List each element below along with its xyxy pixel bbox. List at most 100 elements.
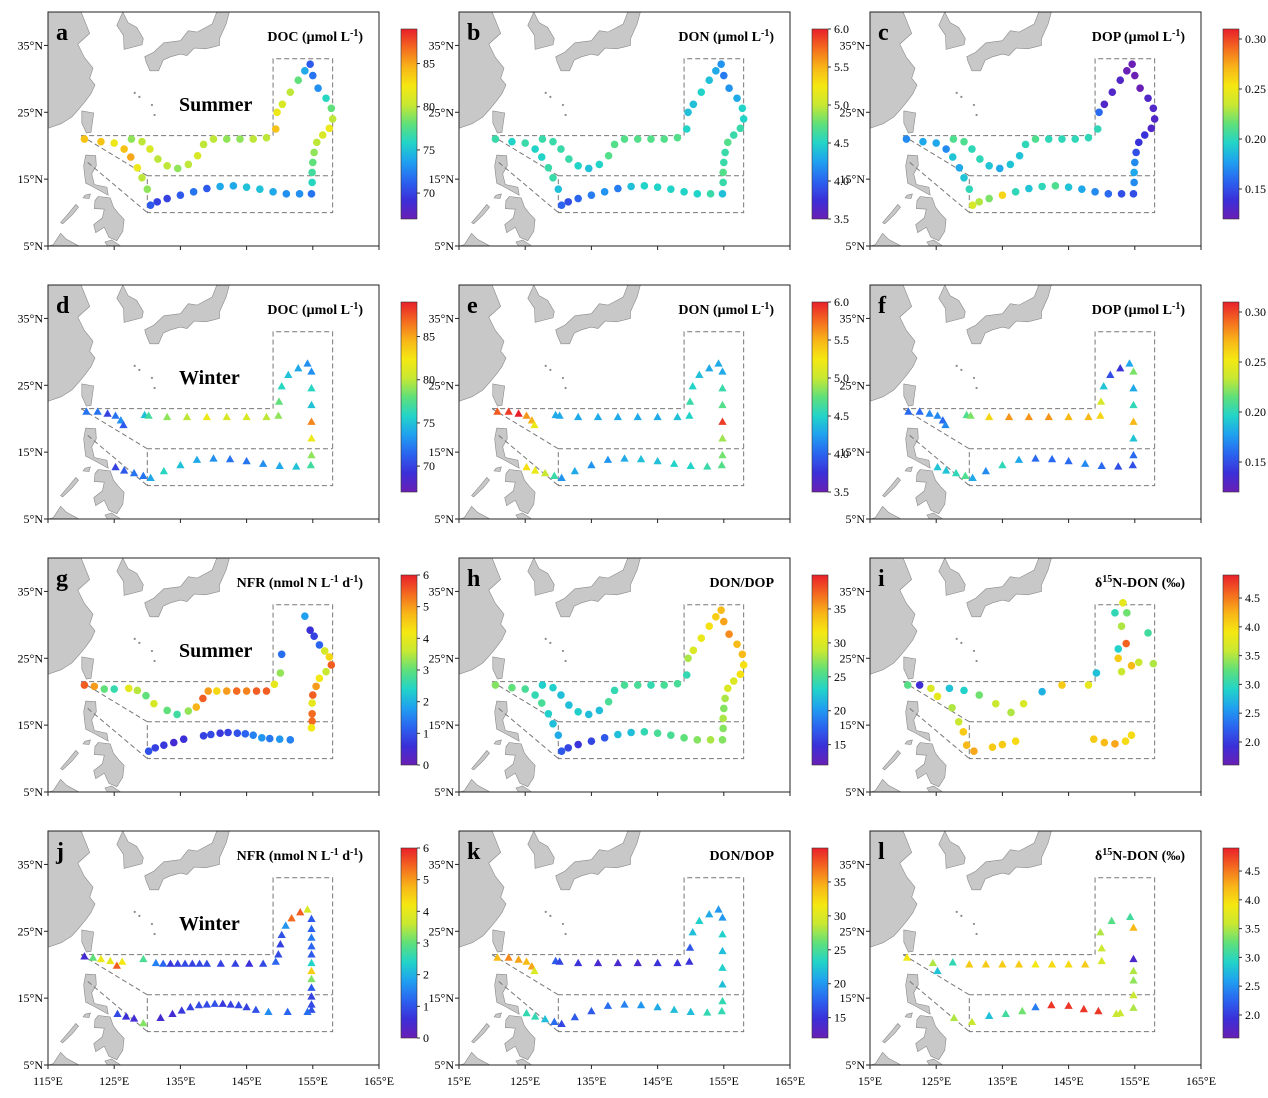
sample-marker bbox=[493, 407, 502, 415]
sample-marker bbox=[557, 1019, 566, 1027]
map-area bbox=[459, 558, 790, 792]
sample-marker bbox=[723, 684, 732, 693]
x-tick-label: 135°E bbox=[987, 1074, 1017, 1088]
sample-marker bbox=[1095, 108, 1103, 117]
sample-marker bbox=[179, 735, 188, 743]
sample-marker bbox=[166, 959, 175, 967]
sample-marker bbox=[199, 694, 207, 703]
y-tick-label: 15°N bbox=[840, 991, 866, 1005]
sample-marker bbox=[636, 1000, 646, 1009]
region-box bbox=[80, 408, 148, 450]
sample-marker bbox=[522, 411, 531, 419]
sample-marker bbox=[718, 434, 727, 442]
sample-marker bbox=[216, 182, 224, 191]
landmass bbox=[515, 239, 533, 246]
landmass bbox=[904, 1012, 913, 1018]
sample-marker bbox=[180, 959, 190, 967]
sample-marker bbox=[522, 462, 531, 471]
landmass bbox=[492, 383, 506, 407]
sample-marker bbox=[294, 363, 303, 372]
sample-marker bbox=[307, 914, 316, 923]
y-tick-label: 35°N bbox=[18, 38, 44, 52]
title-text: δ bbox=[1095, 849, 1102, 864]
y-tick-label: 35°N bbox=[429, 584, 455, 598]
sample-marker bbox=[705, 363, 714, 372]
sample-marker bbox=[283, 1007, 292, 1015]
sample-marker bbox=[938, 416, 947, 424]
panel-letter: d bbox=[56, 293, 70, 319]
sample-marker bbox=[97, 137, 105, 146]
sample-marker bbox=[695, 916, 704, 925]
island bbox=[955, 364, 958, 367]
sample-marker bbox=[236, 135, 244, 143]
sample-marker bbox=[173, 710, 181, 719]
sample-marker bbox=[1114, 645, 1123, 653]
sample-marker bbox=[146, 201, 155, 210]
sample-marker bbox=[647, 681, 655, 689]
sample-marker bbox=[303, 905, 312, 913]
title-superscript: -1 bbox=[1172, 28, 1180, 39]
island bbox=[150, 376, 154, 380]
sample-marker bbox=[988, 743, 997, 752]
variable-title: DON/DOP bbox=[709, 576, 774, 591]
landmass bbox=[870, 505, 902, 519]
panel-letter: h bbox=[467, 566, 480, 592]
colorbar bbox=[1222, 301, 1240, 493]
sample-marker bbox=[549, 683, 557, 692]
island bbox=[549, 368, 552, 372]
island bbox=[955, 637, 958, 640]
season-label: Winter bbox=[179, 913, 240, 935]
sample-marker bbox=[188, 959, 197, 967]
colorbar-tick-label: 85 bbox=[423, 57, 435, 71]
sample-marker bbox=[549, 720, 557, 728]
landmass bbox=[870, 831, 918, 948]
sample-marker bbox=[310, 632, 318, 641]
sample-marker bbox=[705, 76, 714, 84]
sample-marker bbox=[306, 60, 314, 68]
sample-marker bbox=[315, 641, 324, 649]
sample-marker bbox=[218, 999, 227, 1007]
landmass bbox=[904, 739, 913, 745]
sample-marker bbox=[138, 174, 146, 182]
landmass bbox=[104, 512, 122, 519]
island bbox=[564, 113, 567, 117]
landmass bbox=[870, 1051, 902, 1065]
sample-marker bbox=[1091, 188, 1099, 196]
sample-marker bbox=[262, 687, 271, 695]
sample-marker bbox=[998, 740, 1007, 749]
colorbar bbox=[811, 28, 829, 220]
colorbar-tick-label: 0 bbox=[423, 758, 429, 772]
landmass bbox=[116, 12, 144, 50]
sample-marker bbox=[1130, 168, 1138, 177]
sample-marker bbox=[110, 139, 118, 147]
landmass bbox=[515, 1058, 533, 1065]
sample-marker bbox=[1123, 609, 1131, 617]
sample-marker bbox=[557, 473, 566, 481]
y-tick-label: 25°N bbox=[429, 378, 455, 392]
sample-marker bbox=[1149, 104, 1158, 113]
sample-marker bbox=[942, 145, 950, 153]
sample-marker bbox=[307, 992, 316, 1000]
landmass bbox=[555, 12, 641, 72]
island bbox=[561, 649, 565, 653]
y-tick-label: 15°N bbox=[18, 445, 44, 459]
sample-marker bbox=[721, 694, 729, 703]
sample-marker bbox=[527, 962, 536, 970]
colorbar-tick-label: 20 bbox=[834, 977, 846, 991]
sample-marker bbox=[256, 185, 264, 193]
sample-marker bbox=[531, 145, 539, 153]
sample-marker bbox=[133, 686, 142, 695]
sample-marker bbox=[210, 999, 219, 1007]
sample-marker bbox=[294, 76, 303, 84]
sample-marker bbox=[292, 462, 301, 470]
title-text: DOC (μmol L bbox=[267, 30, 350, 45]
title-superscript: 15 bbox=[1102, 847, 1112, 858]
sample-marker bbox=[960, 137, 968, 146]
sample-marker bbox=[717, 1006, 726, 1015]
title-text: DOP (μmol L bbox=[1092, 30, 1172, 45]
y-tick-label: 35°N bbox=[840, 38, 866, 52]
x-tick-label: 125°E bbox=[99, 1074, 129, 1088]
island bbox=[133, 637, 136, 640]
sample-marker bbox=[720, 704, 728, 713]
sample-marker bbox=[933, 692, 942, 701]
